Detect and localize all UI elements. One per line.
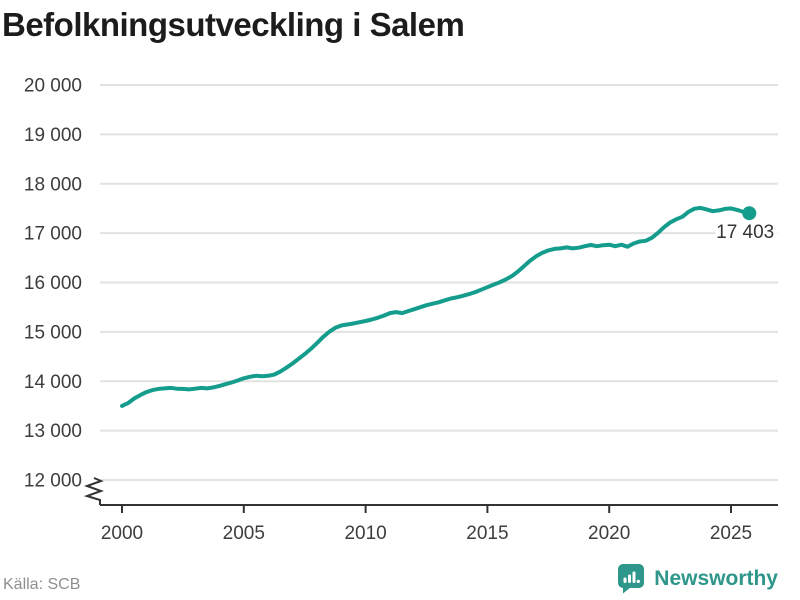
y-tick-label: 16 000 bbox=[24, 273, 82, 294]
x-tick-label: 2020 bbox=[588, 523, 630, 544]
axis-break-icon bbox=[83, 477, 104, 505]
brand-name: Newsworthy bbox=[654, 566, 778, 590]
x-tick-label: 2000 bbox=[101, 523, 143, 544]
y-tick-label: 18 000 bbox=[24, 174, 82, 195]
series-line bbox=[120, 205, 752, 408]
y-tick-label: 17 000 bbox=[24, 224, 82, 245]
y-tick-label: 20 000 bbox=[24, 76, 82, 97]
y-tick-label: 12 000 bbox=[24, 471, 82, 492]
newsworthy-logo[interactable]: Newsworthy bbox=[617, 563, 778, 594]
y-tick-label: 19 000 bbox=[24, 125, 82, 146]
newsworthy-bars-speech-bubble-icon bbox=[618, 564, 645, 594]
annotation-backdrop bbox=[715, 221, 778, 243]
x-tick-label: 2010 bbox=[344, 523, 386, 544]
x-tick-label: 2025 bbox=[710, 523, 752, 544]
source-label: Källa: SCB bbox=[3, 576, 81, 593]
chart-title: Befolkningsutveckling i Salem bbox=[2, 6, 465, 43]
x-tick-label: 2005 bbox=[223, 523, 265, 544]
y-tick-label: 15 000 bbox=[24, 322, 82, 343]
y-tick-label: 13 000 bbox=[24, 421, 82, 442]
x-tick-label: 2015 bbox=[466, 523, 508, 544]
last-value-label: 17 403 bbox=[716, 222, 774, 243]
y-tick-label: 14 000 bbox=[24, 372, 82, 393]
last-point-marker bbox=[742, 206, 757, 221]
